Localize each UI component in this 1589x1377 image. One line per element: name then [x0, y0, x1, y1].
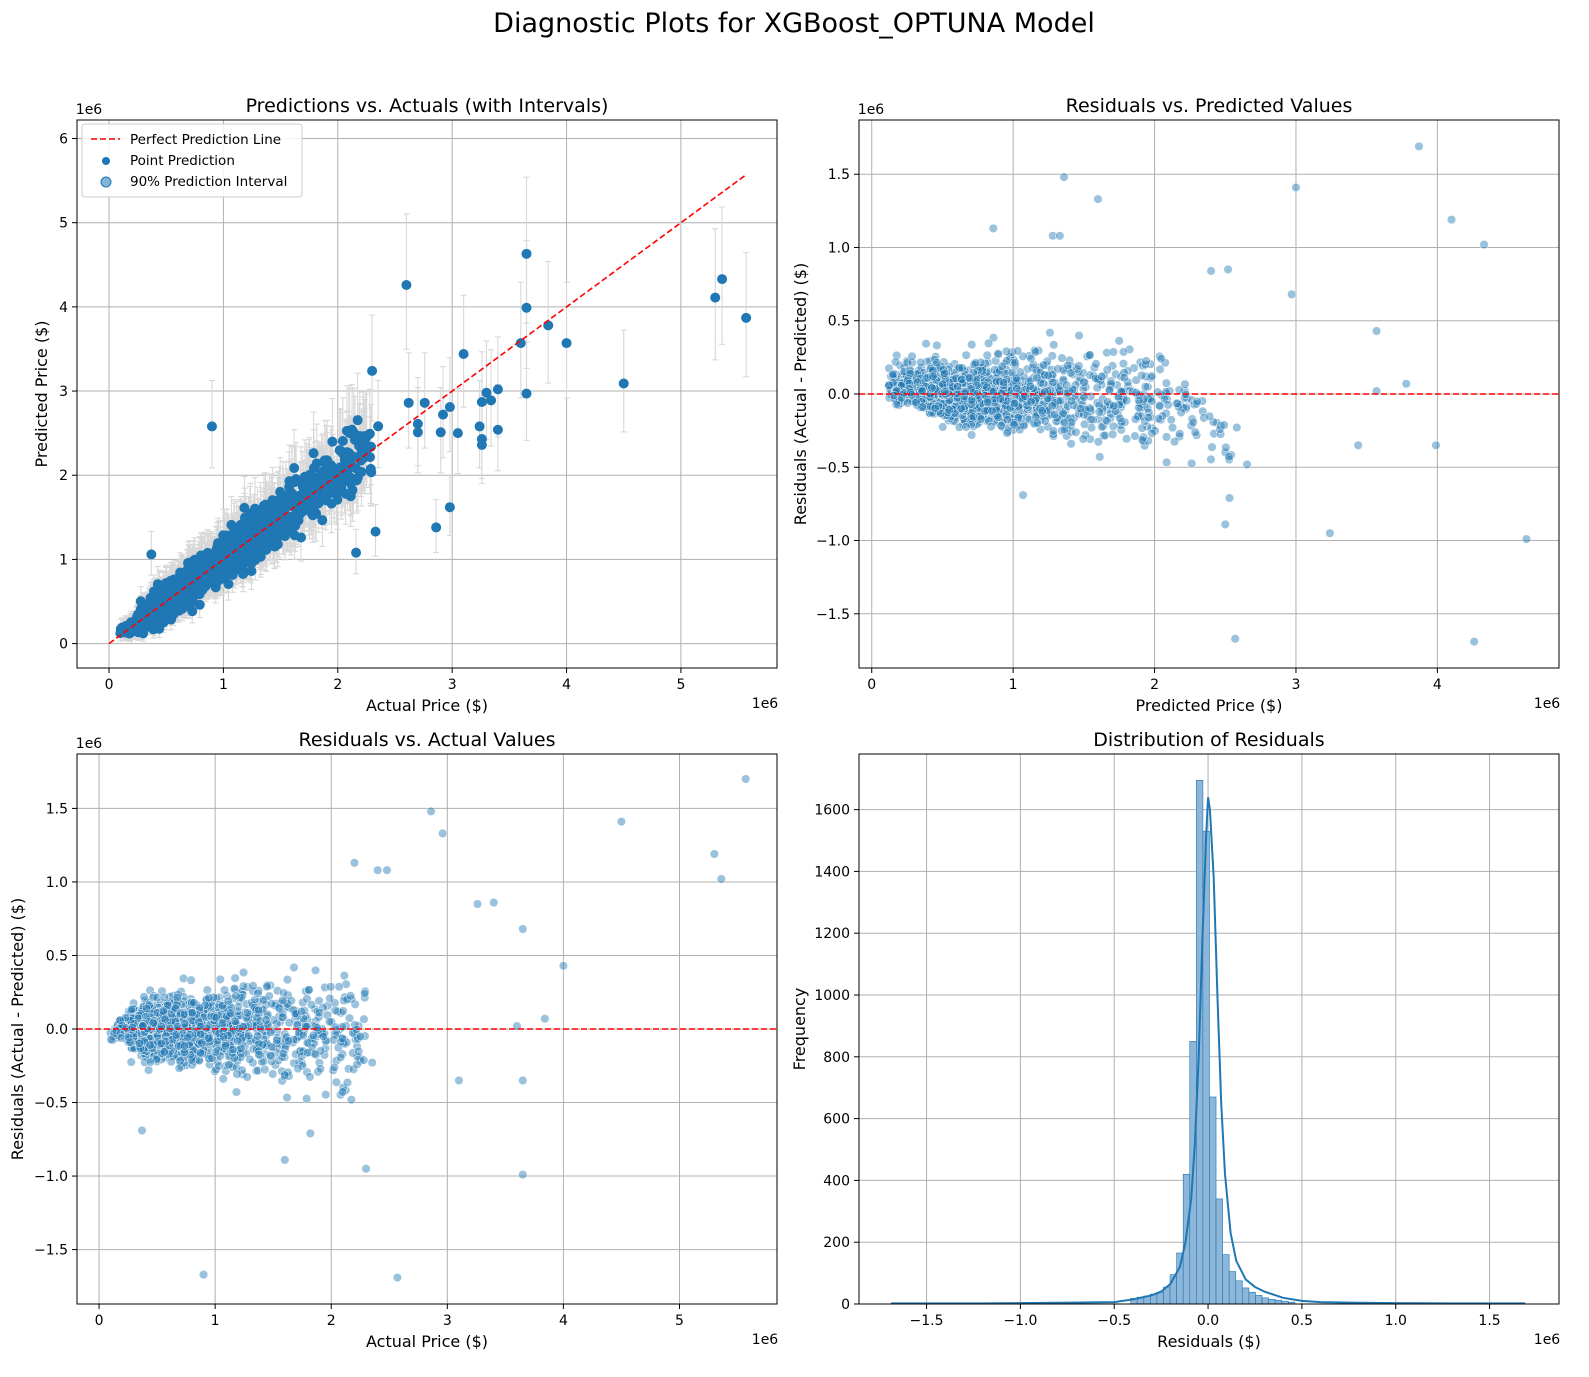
scatter-point [373, 421, 384, 432]
plot-area [108, 174, 752, 645]
figure-title: Diagnostic Plots for XGBoost_OPTUNA Mode… [493, 8, 1095, 39]
scatter-point [289, 463, 300, 474]
point-predictions [115, 248, 752, 639]
